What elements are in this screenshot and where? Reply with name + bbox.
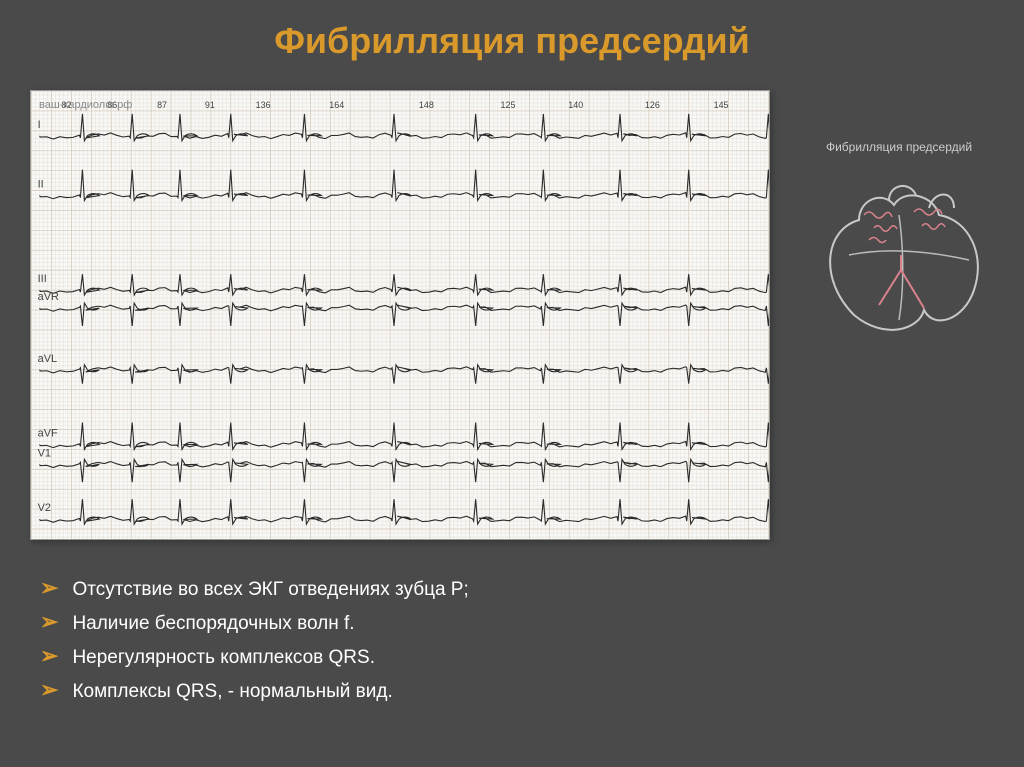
bullet-list: ➢ Отсутствие во всех ЭКГ отведениях зубца… bbox=[40, 571, 469, 707]
bullet-text: Комплексы QRS, - нормальный вид. bbox=[72, 681, 392, 703]
svg-text:I: I bbox=[38, 119, 41, 131]
svg-text:aVL: aVL bbox=[38, 353, 57, 365]
bullet-text: Наличие беспорядочных волн f. bbox=[72, 613, 354, 635]
svg-text:140: 140 bbox=[568, 100, 583, 110]
bullet-item: ➢ Нерегулярность комплексов QRS. bbox=[40, 639, 469, 673]
svg-text:aVF: aVF bbox=[38, 427, 58, 439]
bullet-marker-icon: ➢ bbox=[40, 677, 58, 703]
ecg-panel: ваш-кардиолог.рф I8286879113616414812514… bbox=[30, 90, 770, 540]
heart-diagram-panel: Фибрилляция предсердий bbox=[804, 140, 994, 340]
svg-text:91: 91 bbox=[205, 100, 215, 110]
bullet-marker-icon: ➢ bbox=[40, 575, 58, 601]
svg-text:148: 148 bbox=[419, 100, 434, 110]
heart-caption: Фибрилляция предсердий bbox=[804, 140, 994, 154]
bullet-item: ➢ Комплексы QRS, - нормальный вид. bbox=[40, 673, 469, 707]
svg-text:136: 136 bbox=[256, 100, 271, 110]
bullet-text: Отсутствие во всех ЭКГ отведениях зубца … bbox=[72, 579, 468, 601]
svg-text:II: II bbox=[38, 179, 44, 191]
bullet-item: ➢ Наличие беспорядочных волн f. bbox=[40, 605, 469, 639]
ecg-watermark: ваш-кардиолог.рф bbox=[39, 99, 132, 111]
ecg-strip: I82868791136164148125140126145167104IIII… bbox=[31, 91, 769, 539]
svg-text:126: 126 bbox=[645, 100, 660, 110]
svg-text:87: 87 bbox=[157, 100, 167, 110]
bullet-item: ➢ Отсутствие во всех ЭКГ отведениях зубца… bbox=[40, 571, 469, 605]
heart-diagram bbox=[804, 160, 994, 340]
slide-title: Фибрилляция предсердий bbox=[0, 20, 1024, 62]
svg-text:V1: V1 bbox=[38, 447, 51, 459]
bullet-marker-icon: ➢ bbox=[40, 609, 58, 635]
svg-text:125: 125 bbox=[501, 100, 516, 110]
bullet-marker-icon: ➢ bbox=[40, 643, 58, 669]
svg-text:164: 164 bbox=[329, 100, 344, 110]
svg-text:aVR: aVR bbox=[38, 291, 59, 303]
svg-text:145: 145 bbox=[714, 100, 729, 110]
bullet-text: Нерегулярность комплексов QRS. bbox=[72, 647, 375, 669]
svg-text:V2: V2 bbox=[38, 502, 51, 514]
svg-text:III: III bbox=[38, 273, 47, 285]
